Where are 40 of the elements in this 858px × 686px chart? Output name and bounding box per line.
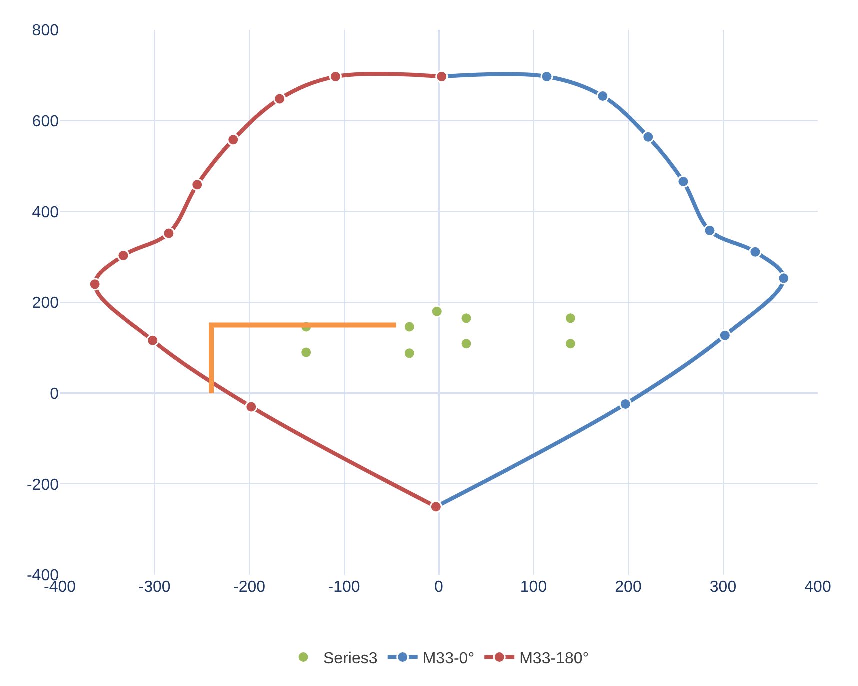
point xyxy=(191,178,204,192)
x-tick-label: 400 xyxy=(804,579,832,596)
point xyxy=(564,338,577,350)
y-tick-label: -200 xyxy=(26,476,60,494)
y-tick-label: 800 xyxy=(32,22,60,40)
point xyxy=(227,134,240,146)
point xyxy=(460,312,473,325)
legend-label: M33-180° xyxy=(520,650,590,668)
y-tick-label: 0 xyxy=(50,386,60,403)
point xyxy=(162,227,176,240)
x-tick-label: 200 xyxy=(615,579,642,596)
point xyxy=(430,305,444,318)
point xyxy=(704,224,716,237)
y-tick-label: 600 xyxy=(32,113,60,130)
x-tick-label: 300 xyxy=(710,579,737,596)
x-tick-label: -200 xyxy=(233,579,266,596)
point xyxy=(146,334,160,347)
point xyxy=(642,130,655,144)
point xyxy=(619,398,632,410)
x-tick-label: 0 xyxy=(434,579,444,596)
y-tick-label: 400 xyxy=(32,204,60,222)
x-tick-label: 100 xyxy=(520,579,548,596)
y-tick-label: 200 xyxy=(32,295,60,312)
point xyxy=(460,338,473,350)
legend-label: M33-0° xyxy=(422,650,475,668)
point xyxy=(778,272,790,285)
x-tick-label: -300 xyxy=(138,579,171,596)
point xyxy=(596,90,610,103)
point xyxy=(564,312,577,325)
point xyxy=(403,347,416,360)
x-tick-label: -100 xyxy=(328,579,360,596)
point xyxy=(749,246,762,258)
point xyxy=(718,329,732,342)
point xyxy=(300,346,313,359)
point xyxy=(403,320,416,334)
point xyxy=(274,92,286,106)
point xyxy=(677,175,690,188)
legend-label: Series3 xyxy=(324,650,378,668)
point xyxy=(88,278,102,291)
point xyxy=(245,400,258,414)
